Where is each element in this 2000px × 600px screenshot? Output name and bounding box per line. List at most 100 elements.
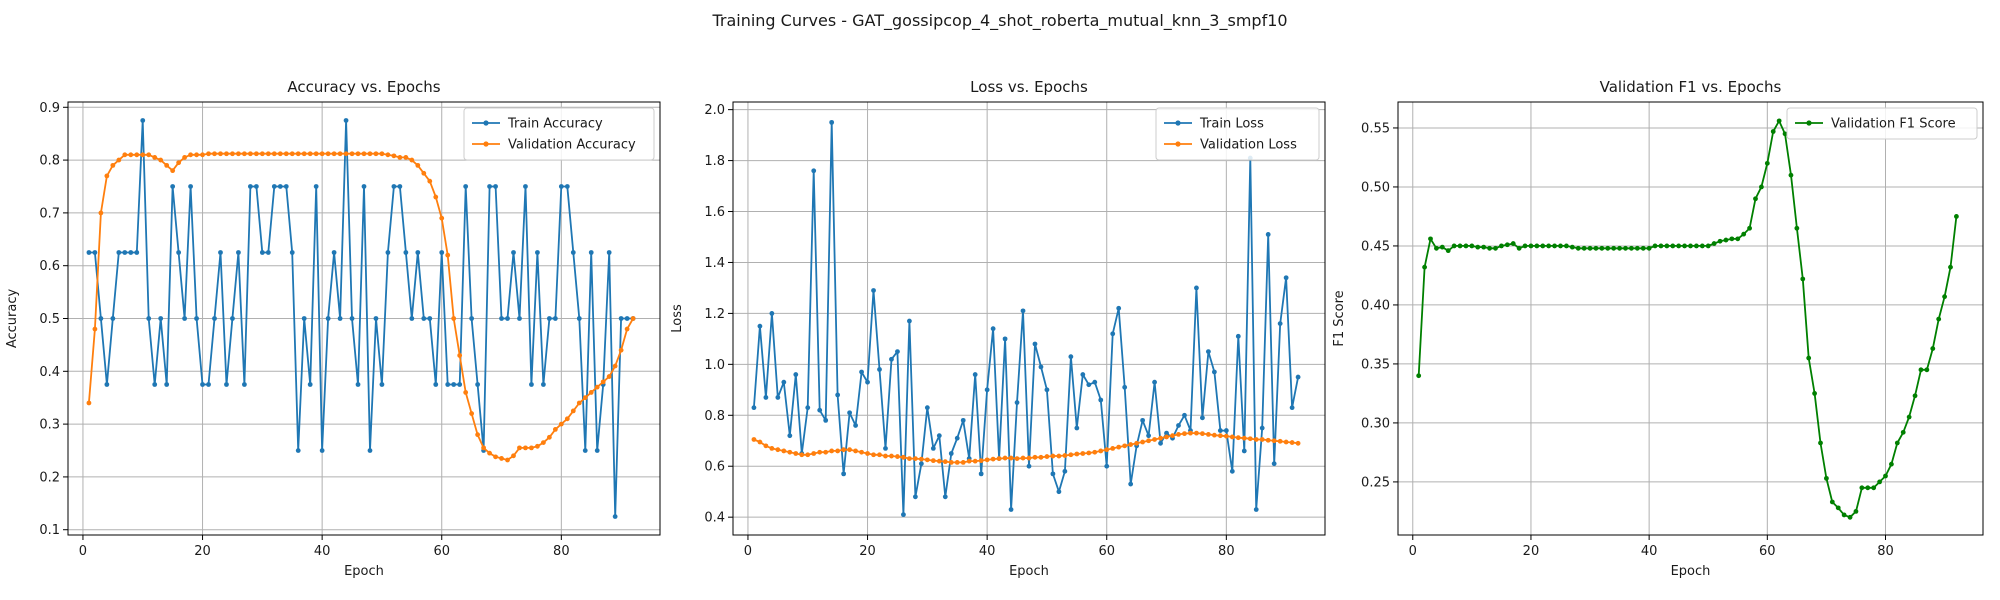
data-point <box>552 426 558 432</box>
data-point <box>1611 245 1617 251</box>
data-point <box>110 162 116 168</box>
data-point <box>1229 468 1235 474</box>
data-point <box>134 152 140 158</box>
legend: Train Loss Validation Loss <box>1155 107 1320 161</box>
data-point <box>289 250 295 255</box>
data-point <box>564 416 570 422</box>
data-point <box>1434 245 1439 251</box>
data-point <box>1835 505 1841 511</box>
data-point <box>1493 245 1498 251</box>
data-point <box>763 395 769 400</box>
data-point <box>1841 512 1847 518</box>
data-point <box>1044 454 1050 459</box>
data-point <box>1008 507 1014 512</box>
data-point <box>242 382 247 387</box>
data-point <box>1522 243 1528 249</box>
data-point <box>859 449 864 455</box>
data-point <box>924 405 930 411</box>
data-point <box>427 178 433 184</box>
data-point <box>1188 430 1193 436</box>
data-point <box>624 316 630 321</box>
y-tick-label: 1.0 <box>704 358 725 373</box>
data-point <box>793 372 799 377</box>
data-point <box>978 458 984 464</box>
data-point <box>1457 243 1463 249</box>
data-point <box>1487 245 1492 251</box>
data-point <box>170 168 176 174</box>
data-point <box>990 326 996 332</box>
series-line <box>88 119 634 518</box>
data-point <box>990 456 996 462</box>
data-point <box>1948 264 1953 270</box>
data-point <box>104 382 110 387</box>
data-point <box>367 151 373 157</box>
data-point <box>546 316 552 321</box>
y-tick-label: 0.40 <box>1361 298 1390 313</box>
legend: Validation F1 Score <box>1786 107 1978 140</box>
data-point <box>1110 331 1116 337</box>
data-point <box>463 184 469 189</box>
y-tick-label: 0.5 <box>39 312 60 327</box>
chart-panel-1: 0 20 40 60 80 0.1 0.2 0.3 0.4 0.5 0.6 0.7 0.8 0.9 Accu… <box>5 78 661 579</box>
data-point <box>954 435 960 441</box>
data-point <box>954 460 960 465</box>
data-point <box>271 151 277 157</box>
data-point <box>289 151 295 157</box>
data-point <box>1759 184 1764 190</box>
data-point <box>1906 414 1912 420</box>
data-point <box>630 316 636 321</box>
y-tick-label: 1.8 <box>704 154 725 169</box>
data-point <box>116 157 122 163</box>
data-point <box>1295 440 1301 446</box>
data-point <box>1104 463 1110 469</box>
data-point <box>805 405 811 411</box>
data-point <box>421 316 427 321</box>
data-point <box>1634 245 1640 251</box>
data-point <box>775 447 781 453</box>
data-point <box>1152 437 1157 442</box>
data-point <box>200 382 205 387</box>
data-point <box>1032 454 1038 460</box>
legend-label: Validation Accuracy <box>508 138 636 153</box>
y-tick-label: 0.25 <box>1361 475 1390 490</box>
data-point <box>751 405 757 411</box>
data-point <box>871 288 876 293</box>
data-point <box>379 382 385 387</box>
data-point <box>624 326 630 332</box>
data-point <box>1295 374 1301 380</box>
data-point <box>469 411 475 416</box>
data-point <box>140 152 146 158</box>
data-point <box>391 153 397 159</box>
data-point <box>1229 434 1235 440</box>
data-point <box>247 151 253 157</box>
data-point <box>212 316 217 321</box>
data-point <box>1776 118 1782 124</box>
data-point <box>158 316 164 321</box>
data-point <box>1200 431 1205 437</box>
data-point <box>1020 308 1026 314</box>
series-line <box>753 121 1299 516</box>
data-point <box>1164 430 1169 436</box>
data-point <box>588 390 594 395</box>
tick-labels: 0 20 40 60 80 0.25 0.30 0.35 0.40 0.45 0.50 0.55 <box>1361 121 1894 559</box>
data-point <box>1682 243 1687 249</box>
data-point <box>86 400 92 406</box>
data-point <box>277 151 283 157</box>
y-tick-label: 0.4 <box>39 365 60 380</box>
data-point <box>1205 431 1211 437</box>
data-point <box>1217 428 1223 433</box>
data-point <box>835 392 841 398</box>
data-point <box>1723 237 1729 243</box>
data-point <box>319 151 325 157</box>
data-point <box>799 452 805 458</box>
data-point <box>283 184 289 189</box>
data-point <box>451 316 457 321</box>
data-point <box>751 437 757 442</box>
tick-labels: 0 20 40 60 80 0.4 0.6 0.8 1.0 1.2 1.4 1.6 1.8 2.0 <box>704 103 1234 559</box>
y-tick-label: 2.0 <box>704 103 725 118</box>
data-point <box>535 250 540 255</box>
data-point <box>1020 455 1026 461</box>
data-point <box>433 194 439 200</box>
data-point <box>1924 367 1930 373</box>
